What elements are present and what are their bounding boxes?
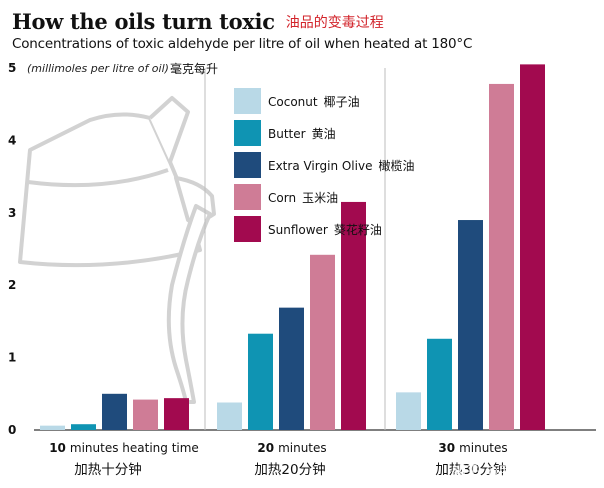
y-axis-unit: (millimoles per litre of oil): [27, 62, 169, 75]
legend-label-zh: 椰子油: [324, 94, 360, 109]
category-text: minutes heating time: [70, 441, 199, 455]
bar-corn-10min: [133, 399, 158, 430]
bar-butter-20min: [248, 333, 273, 430]
chart-subtitle: Concentrations of toxic aldehyde per lit…: [12, 36, 473, 52]
legend-swatch: [234, 184, 261, 210]
legend-item-sunflower: Sunflower 葵花籽油: [234, 216, 382, 242]
legend-item-extra-virgin-olive: Extra Virgin Olive 橄榄油: [234, 152, 414, 178]
chart-axes: 0 1 2 3 4 5 (millimoles per litre of oil) 毫克每升: [8, 61, 596, 437]
category-label: 20 minutes: [257, 441, 326, 455]
bar-butter-30min: [427, 338, 452, 430]
category-text: minutes: [459, 441, 508, 455]
bar-extra-virgin-olive-20min: [279, 307, 304, 430]
category-label-chinese: 加热30分钟: [435, 461, 506, 478]
category-text: minutes: [278, 441, 327, 455]
bar-extra-virgin-olive-30min: [458, 220, 483, 430]
bar-coconut-10min: [40, 425, 65, 430]
legend-item-butter: Butter 黄油: [234, 120, 336, 146]
bar-group-10-minutes: 10 minutes heating time 加热十分钟: [40, 393, 199, 478]
legend-label-en: Butter: [268, 127, 306, 141]
y-tick-label: 5: [8, 61, 16, 75]
bar-group-30-minutes: 30 minutes 加热30分钟: [396, 64, 545, 478]
legend-label-en: Coconut: [268, 95, 318, 109]
legend-label: Sunflower 葵花籽油: [268, 222, 382, 237]
category-label: 30 minutes: [438, 441, 507, 455]
bar-coconut-30min: [396, 392, 421, 430]
y-tick-label: 4: [8, 133, 16, 147]
legend-swatch: [234, 216, 261, 242]
category-number: 30: [438, 441, 455, 455]
legend-label-zh: 葵花籽油: [334, 222, 382, 237]
chart-title-chinese: 油品的变毒过程: [285, 15, 384, 31]
bar-group-20-minutes: 20 minutes 加热20分钟: [217, 201, 366, 478]
legend-label-en: Sunflower: [268, 223, 328, 237]
oil-bottle-illustration: [18, 96, 216, 404]
legend-label: Coconut 椰子油: [268, 94, 360, 109]
legend-item-coconut: Coconut 椰子油: [234, 88, 360, 114]
y-tick-label: 2: [8, 278, 16, 292]
legend-label: Extra Virgin Olive 橄榄油: [268, 158, 414, 173]
chart-groups: 10 minutes heating time 加热十分钟 20 minutes 加热20…: [40, 64, 545, 478]
legend-swatch: [234, 152, 261, 178]
category-label-chinese: 加热十分钟: [74, 461, 142, 478]
bar-corn-20min: [310, 254, 335, 430]
legend-swatch: [234, 120, 261, 146]
legend-label-zh: 黄油: [312, 127, 336, 141]
bar-extra-virgin-olive-10min: [102, 393, 127, 430]
y-tick-label: 3: [8, 206, 16, 220]
legend-item-corn: Corn 玉米油: [234, 184, 338, 210]
bar-corn-30min: [489, 83, 514, 430]
category-label-chinese: 加热20分钟: [254, 461, 325, 478]
y-tick-label: 1: [8, 351, 16, 365]
bar-coconut-20min: [217, 402, 242, 430]
legend-label: Corn 玉米油: [268, 191, 338, 205]
chart-title: How the oils turn toxic: [12, 9, 275, 34]
category-label: 10 minutes heating time: [49, 441, 199, 455]
legend-swatch: [234, 88, 261, 114]
legend-label-en: Corn: [268, 191, 296, 205]
watermark: 知乎 @度龙健康: [452, 463, 554, 480]
bar-sunflower-10min: [164, 398, 189, 430]
chart-title-block: How the oils turn toxic 油品的变毒过程: [12, 9, 384, 34]
bar-sunflower-20min: [341, 201, 366, 430]
category-number: 10: [49, 441, 66, 455]
legend-label-zh: 玉米油: [302, 191, 338, 205]
legend-label-zh: 橄榄油: [378, 158, 414, 173]
legend-label-en: Extra Virgin Olive: [268, 159, 372, 173]
category-number: 20: [257, 441, 274, 455]
legend-label: Butter 黄油: [268, 127, 336, 141]
bar-sunflower-30min: [520, 64, 545, 430]
y-tick-label: 0: [8, 423, 16, 437]
chart-legend: Coconut 椰子油 Butter 黄油 Extra Virgin Olive 橄榄油 C…: [234, 88, 414, 242]
y-axis-unit-chinese: 毫克每升: [170, 61, 218, 76]
bar-butter-10min: [71, 424, 96, 430]
